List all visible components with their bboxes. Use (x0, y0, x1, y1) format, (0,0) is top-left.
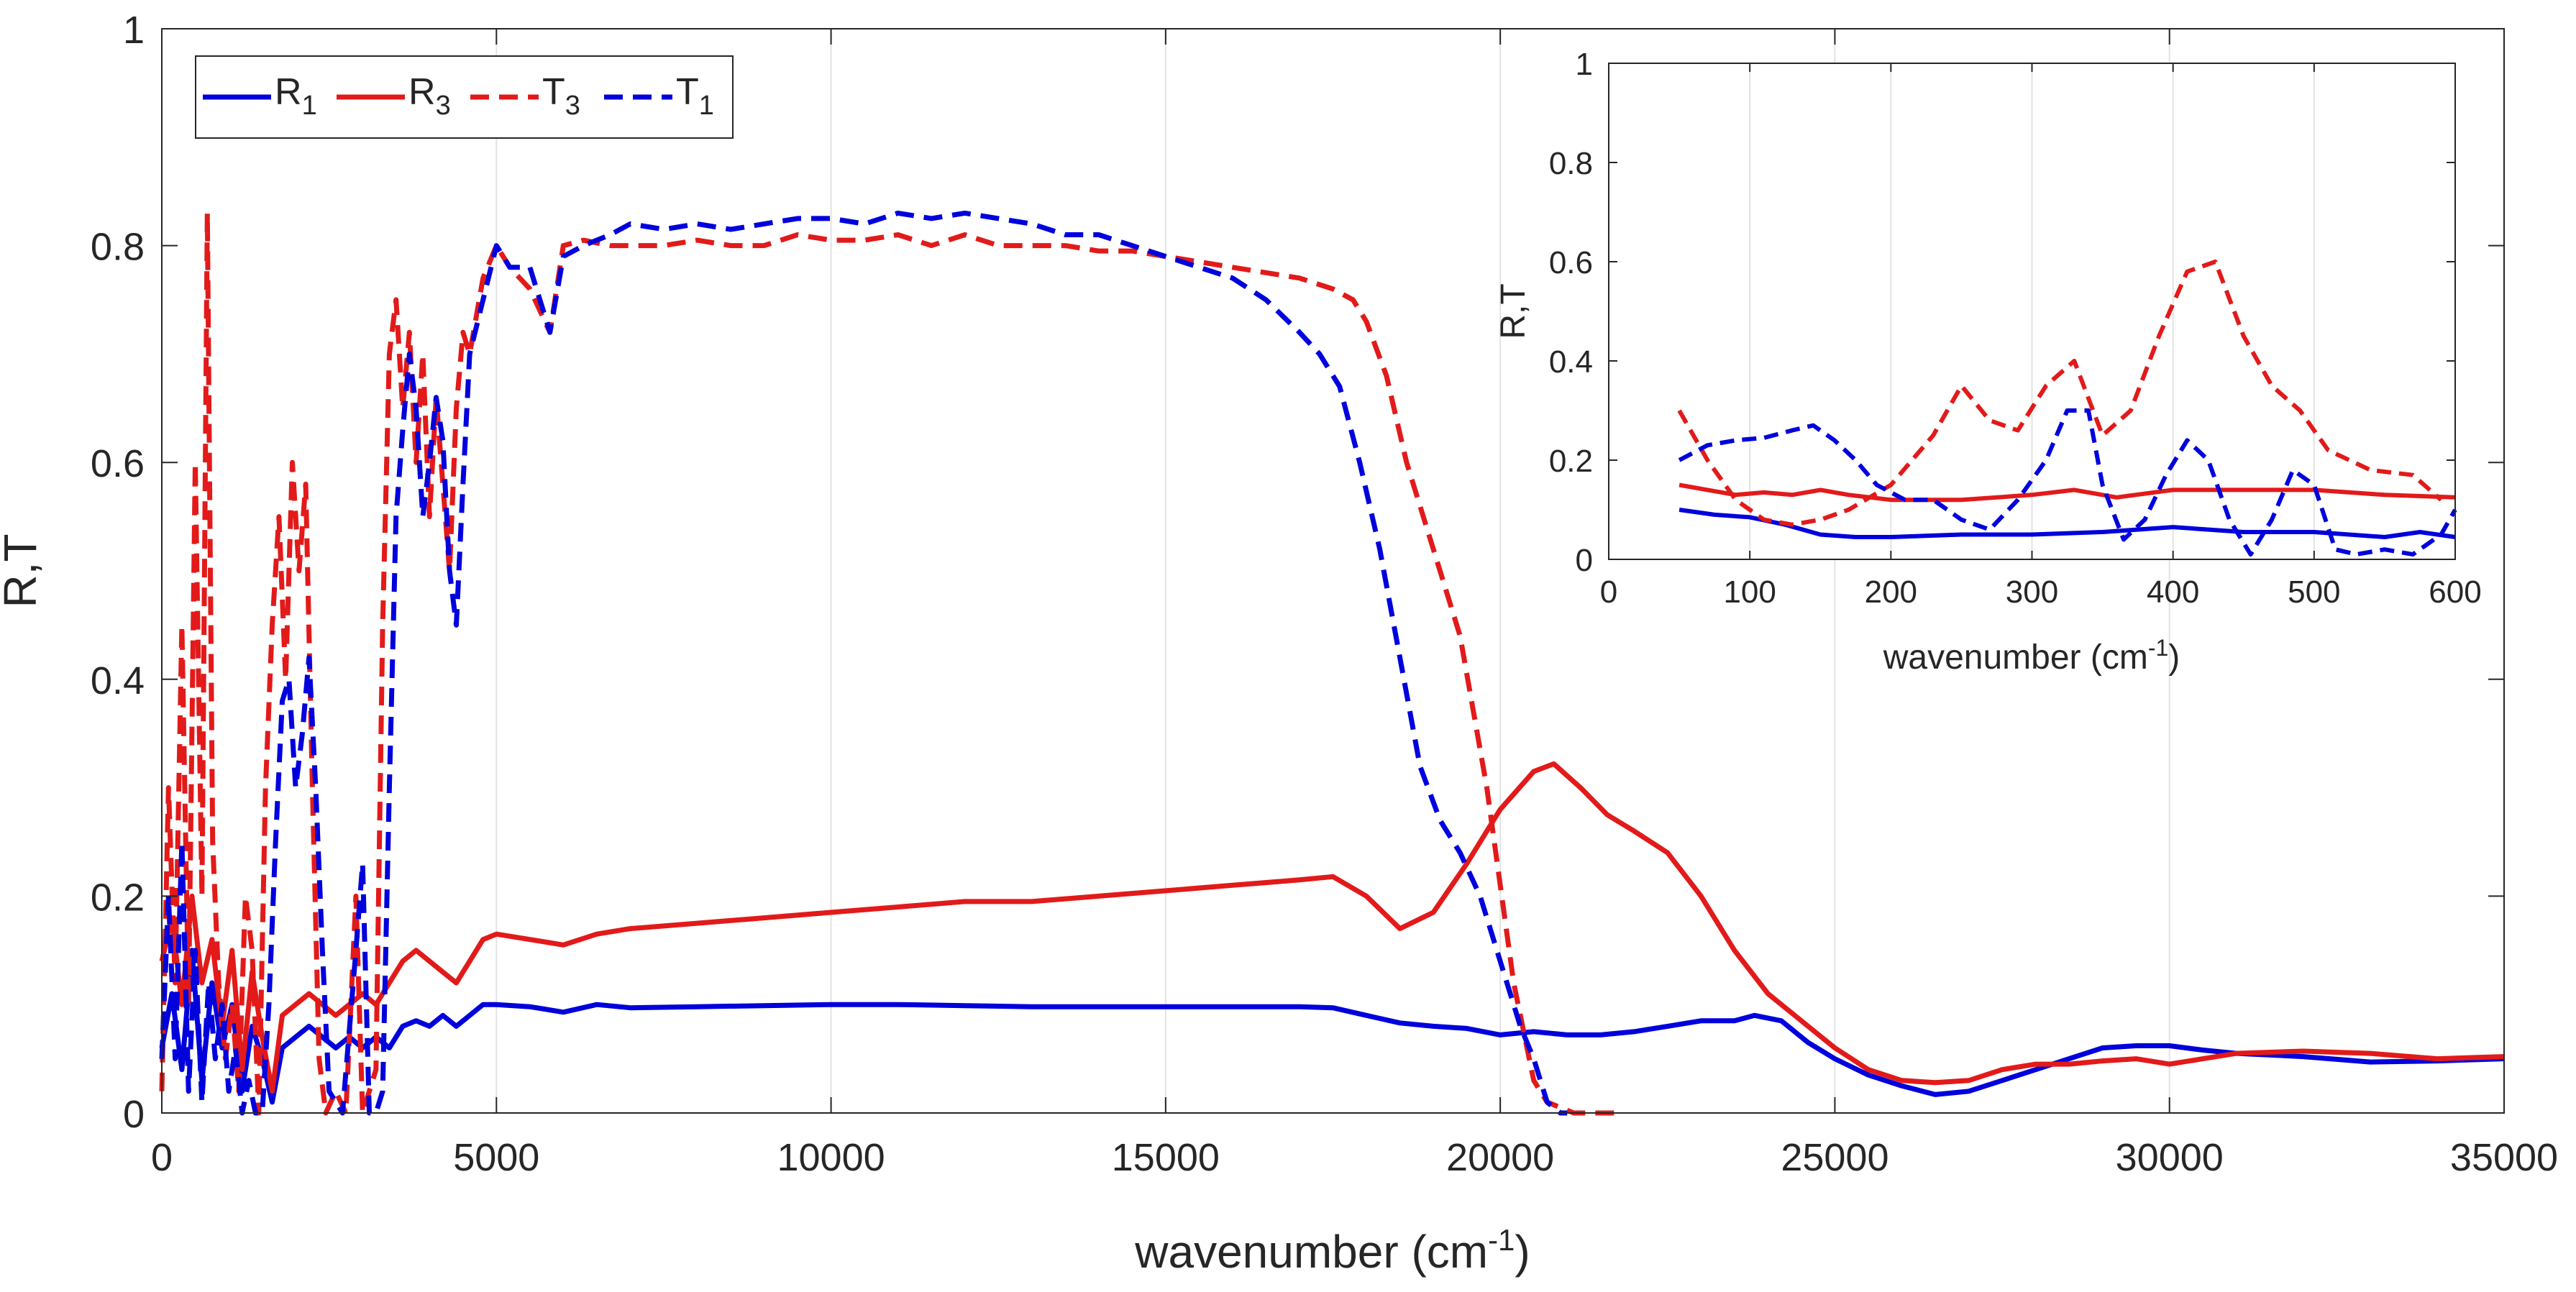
inset-ticks: 0 100 200 300 400 500 600 0 0.2 0.4 0.6 0.8 1 (1549, 47, 2482, 610)
series-line-r3 (1678, 482, 2456, 503)
x-tick-label: 5000 (453, 1136, 539, 1179)
legend-label-t3: T3 (542, 71, 580, 121)
y-tick-label: 0 (1576, 543, 1593, 578)
series-line-t1 (1678, 408, 2457, 557)
inset-chart: 0 100 200 300 400 500 600 0 0.2 0.4 0.6 0.8 1 R,T wa… (1494, 47, 2482, 677)
x-tick-label: 100 (1723, 574, 1776, 610)
legend-label-r3: R3 (408, 71, 451, 121)
y-tick-label: 0.6 (1549, 245, 1593, 280)
series-line-r3 (159, 761, 2505, 1094)
x-tick-label: 30000 (2116, 1136, 2224, 1179)
y-tick-label: 0.4 (1549, 344, 1593, 380)
x-tick-label: 25000 (1781, 1136, 1888, 1179)
x-tick-label: 0 (151, 1136, 173, 1179)
main-y-axis-label: R,T (0, 533, 46, 608)
legend-label-t1: T1 (676, 71, 714, 121)
y-tick-label: 0.2 (91, 876, 145, 919)
inset-series-group (1677, 260, 2457, 557)
main-ticks: 0 5000 10000 15000 20000 25000 30000 3500000.20… (91, 9, 2558, 1179)
x-tick-label: 10000 (777, 1136, 885, 1179)
series-line-t1 (159, 210, 1568, 1116)
main-series-group (159, 210, 2505, 1116)
inset-y-axis-label: R,T (1494, 283, 1533, 339)
y-tick-label: 0.6 (91, 442, 145, 485)
inset-x-axis-label: wavenumber (cm-1) (1883, 635, 2180, 677)
y-tick-label: 0.2 (1549, 444, 1593, 479)
y-tick-label: 0.8 (1549, 146, 1593, 181)
inset-grid (1749, 63, 2315, 559)
y-tick-label: 1 (1576, 47, 1593, 82)
x-tick-label: 35000 (2450, 1136, 2558, 1179)
x-tick-label: 400 (2147, 574, 2199, 610)
x-tick-label: 300 (2006, 574, 2058, 610)
x-tick-label: 500 (2288, 574, 2340, 610)
legend: R1 R3 T3 T1 (195, 55, 734, 139)
y-tick-label: 1 (123, 9, 145, 52)
main-x-axis-label: wavenumber (cm-1) (1134, 1223, 1530, 1278)
series-line-t3 (159, 210, 1614, 1116)
y-tick-label: 0.8 (91, 226, 145, 269)
x-tick-label: 15000 (1112, 1136, 1220, 1179)
x-tick-label: 0 (1600, 574, 1617, 610)
y-tick-label: 0 (123, 1093, 145, 1136)
x-tick-label: 600 (2429, 574, 2481, 610)
x-tick-label: 200 (1865, 574, 1917, 610)
legend-label-r1: R1 (275, 71, 317, 121)
y-tick-label: 0.4 (91, 659, 145, 702)
x-tick-label: 20000 (1446, 1136, 1554, 1179)
series-line-t3 (1677, 260, 2443, 527)
series-line-r1 (159, 948, 2505, 1105)
main-plot-frame (161, 28, 2505, 1114)
